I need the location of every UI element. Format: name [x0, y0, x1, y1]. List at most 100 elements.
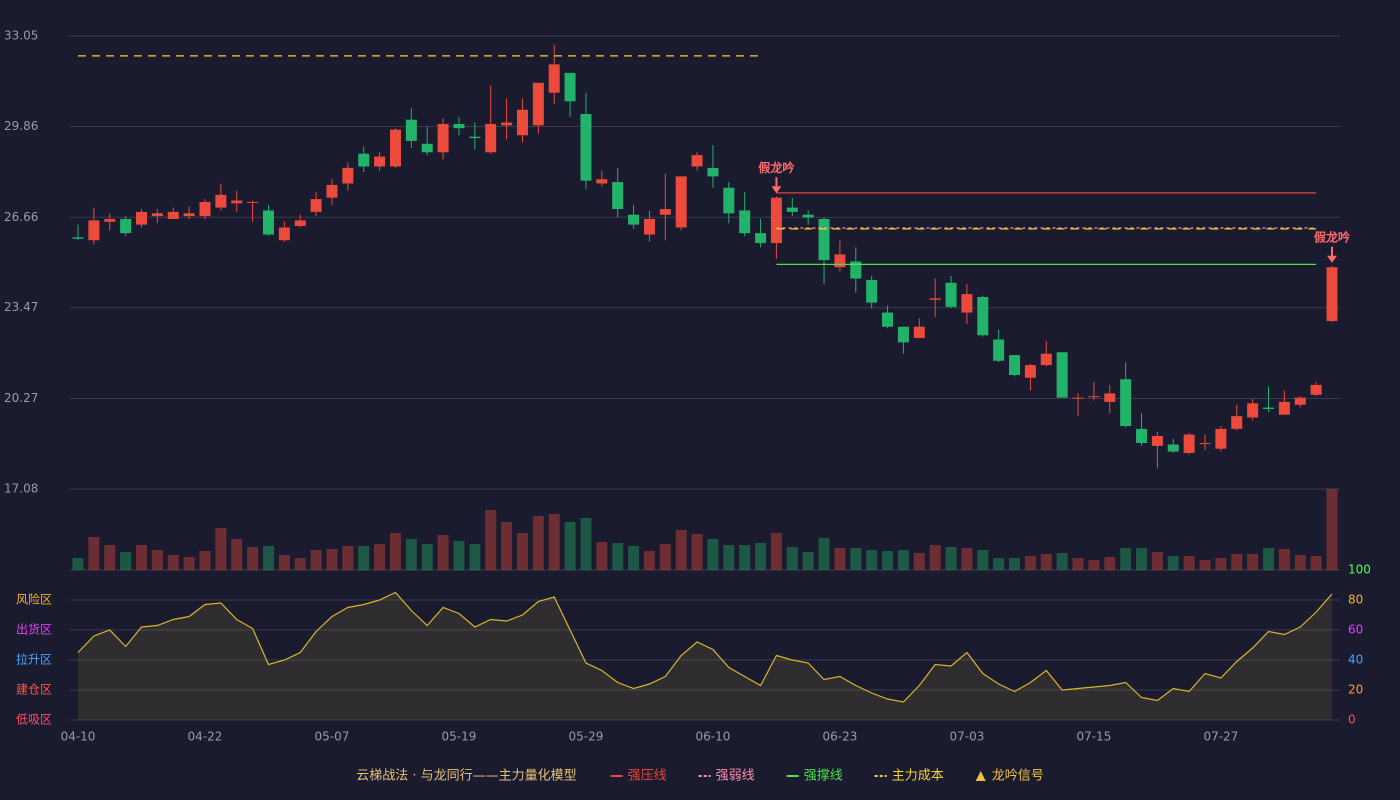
volume-bar: [802, 552, 814, 570]
volume-bar: [1231, 554, 1243, 570]
volume-bar: [834, 548, 846, 570]
candle-body: [1167, 444, 1179, 452]
candle-body: [405, 119, 417, 141]
candle-body: [1215, 428, 1227, 449]
candle-body: [961, 294, 973, 313]
candle-body: [707, 167, 719, 177]
candle-body: [1009, 355, 1021, 375]
volume-bar: [707, 539, 719, 570]
volume-bar: [691, 534, 703, 570]
candle-body: [231, 200, 243, 204]
volume-bar: [977, 550, 989, 570]
candle-body: [977, 296, 989, 336]
candle-body: [850, 261, 862, 279]
candle-body: [183, 213, 195, 217]
volume-bar: [437, 535, 449, 570]
candle-body: [437, 123, 449, 153]
volume-bar: [1120, 548, 1132, 570]
candle-body: [913, 326, 925, 339]
volume-bar: [532, 516, 544, 570]
candle-body: [596, 179, 608, 184]
volume-bar: [1009, 558, 1021, 570]
volume-bar: [612, 543, 624, 570]
candle-body: [1294, 397, 1306, 405]
candle-body: [104, 218, 116, 222]
y-tick-label: 23.47: [4, 300, 38, 314]
volume-bar: [770, 533, 782, 570]
candle-body: [723, 187, 735, 214]
volume-bar: [1199, 560, 1211, 570]
candle-body: [1136, 428, 1148, 444]
candle-body: [818, 218, 830, 261]
candle-body: [675, 176, 687, 228]
x-tick-label: 04-22: [188, 730, 223, 744]
volume-bar: [358, 546, 370, 570]
volume-bar: [596, 542, 608, 570]
candle-body: [929, 298, 941, 300]
volume-bar: [247, 547, 259, 570]
x-tick-label: 07-03: [949, 730, 984, 744]
volume-bar: [278, 555, 290, 570]
volume-bar: [1024, 556, 1036, 570]
volume-bar: [405, 539, 417, 570]
candle-body: [1040, 353, 1052, 366]
candle-body: [691, 155, 703, 167]
zone-label: 拉升区: [16, 652, 52, 667]
volume-bar: [628, 546, 640, 570]
x-tick-label: 05-29: [569, 730, 604, 744]
volume-bar: [215, 528, 227, 570]
legend-label: 主力成本: [892, 769, 944, 784]
candle-body: [802, 214, 814, 218]
candle-body: [866, 279, 878, 303]
indicator-tick-label: 100: [1348, 563, 1371, 577]
zone-label: 风险区: [16, 592, 52, 607]
zone-label: 建仓区: [16, 683, 52, 697]
candle-body: [310, 199, 322, 212]
volume-bar: [548, 514, 560, 570]
volume-bar: [389, 533, 401, 570]
volume-bar: [866, 550, 878, 570]
candle-body: [374, 156, 386, 167]
volume-bar: [1263, 548, 1275, 570]
volume-bar: [1072, 558, 1084, 570]
volume-bar: [1104, 557, 1116, 570]
volume-bar: [1088, 560, 1100, 570]
volume-bar: [1136, 548, 1148, 570]
x-tick-label: 05-19: [442, 730, 477, 744]
candle-body: [215, 194, 227, 208]
candle-body: [389, 129, 401, 167]
candle-body: [326, 184, 338, 198]
y-tick-label: 20.27: [4, 391, 38, 405]
volume-bar: [151, 550, 163, 570]
candle-body: [564, 72, 576, 102]
volume-bar: [1215, 558, 1227, 570]
volume-bar: [1278, 549, 1290, 570]
candle-body: [167, 211, 179, 219]
indicator-tick-label: 40: [1348, 653, 1363, 667]
volume-bar: [755, 543, 767, 570]
candle-body: [1120, 379, 1132, 427]
signal-label: 假龙吟: [758, 160, 794, 175]
candle-body: [120, 218, 132, 234]
x-tick-label: 06-23: [822, 730, 857, 744]
candle-body: [1310, 384, 1322, 395]
volume-bar: [199, 551, 211, 570]
volume-bar: [882, 551, 894, 570]
candle-body: [1104, 393, 1116, 402]
signal-arrow-head: [1327, 255, 1337, 263]
indicator-tick-label: 80: [1348, 593, 1363, 607]
volume-bar: [469, 544, 481, 570]
legend-label: 龙吟信号: [992, 768, 1044, 784]
candle-body: [516, 109, 528, 136]
candle-body: [628, 214, 640, 225]
volume-bar: [818, 538, 830, 570]
volume-bar: [961, 548, 973, 570]
volume-bar: [516, 533, 528, 570]
candle-body: [358, 153, 370, 167]
candle-body: [532, 82, 544, 126]
candle-body: [1024, 365, 1036, 378]
zone-label: 出货区: [16, 622, 52, 637]
volume-bar: [326, 549, 338, 570]
candle-body: [755, 233, 767, 244]
